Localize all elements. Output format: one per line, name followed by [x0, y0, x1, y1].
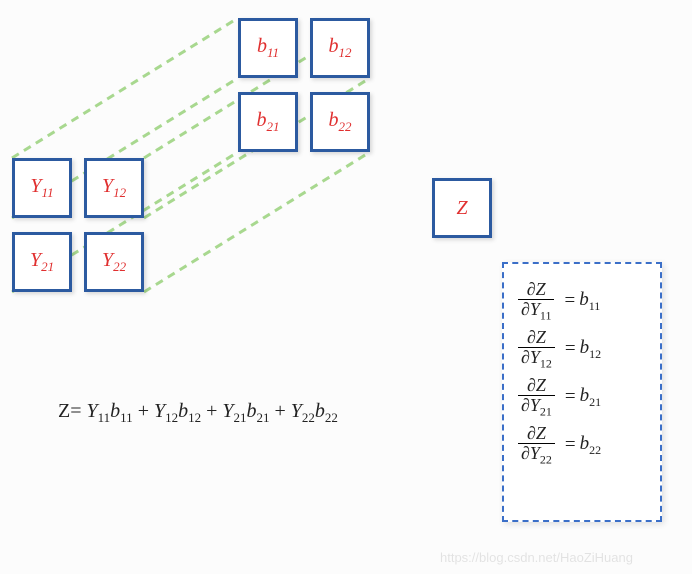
cell-b12: b12 — [310, 18, 370, 78]
cell-label-b21: b21 — [257, 109, 280, 135]
cell-label-Y22: Y22 — [102, 249, 126, 275]
derivative-row-1: ∂Z∂Y12=b12 — [518, 328, 646, 370]
cell-b22: b22 — [310, 92, 370, 152]
cell-label-b22: b22 — [329, 109, 352, 135]
cell-label-Y12: Y12 — [102, 175, 126, 201]
cell-Y12: Y12 — [84, 158, 144, 218]
cell-label-b11: b11 — [257, 35, 279, 61]
connector-0 — [12, 18, 238, 158]
derivatives-panel: ∂Z∂Y11=b11 ∂Z∂Y12=b12 ∂Z∂Y21=b21 ∂Z∂Y22=b22 — [502, 262, 662, 522]
derivative-row-0: ∂Z∂Y11=b11 — [518, 280, 646, 322]
cell-label-Y21: Y21 — [30, 249, 54, 275]
cell-Y22: Y22 — [84, 232, 144, 292]
connector-5 — [144, 152, 370, 292]
derivative-row-2: ∂Z∂Y21=b21 — [518, 376, 646, 418]
derivative-row-3: ∂Z∂Y22=b22 — [518, 424, 646, 466]
watermark-text: https://blog.csdn.net/HaoZiHuang — [440, 550, 633, 565]
cell-label-Z: Z — [456, 197, 467, 220]
equation-z: Z= Y11b11 + Y12b12 + Y21b21 + Y22b22 — [58, 400, 338, 426]
cell-b11: b11 — [238, 18, 298, 78]
cell-b21: b21 — [238, 92, 298, 152]
cell-label-Y11: Y11 — [30, 175, 53, 201]
cell-label-b12: b12 — [329, 35, 352, 61]
cell-Z: Z — [432, 178, 492, 238]
cell-Y21: Y21 — [12, 232, 72, 292]
cell-Y11: Y11 — [12, 158, 72, 218]
